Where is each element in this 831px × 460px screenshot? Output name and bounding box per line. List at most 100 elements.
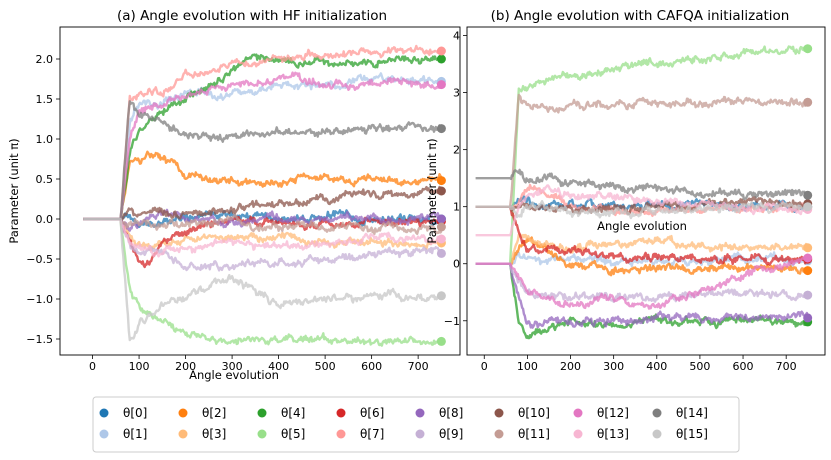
x-tick-label-a: 500 (315, 360, 336, 373)
legend-label-theta-13: θ[13] (597, 427, 629, 441)
legend-marker-theta-9 (415, 429, 425, 439)
end-marker-b-theta-2 (803, 266, 813, 276)
legend-marker-theta-13 (573, 429, 583, 439)
legend-marker-theta-8 (415, 408, 425, 418)
axes-frame-a (59, 26, 461, 356)
series-line-b-theta-9 (475, 262, 809, 303)
y-tick-label-a: −1.0 (26, 293, 53, 306)
y-tick-label-a: 0.0 (36, 213, 54, 226)
end-marker-a-theta-4 (436, 54, 446, 64)
legend-label-theta-1: θ[1] (123, 427, 147, 441)
series-line-b-theta-8 (475, 262, 809, 329)
y-axis-label-b: Parameter (unit π) (425, 138, 439, 243)
series-line-b-theta-11 (475, 93, 809, 208)
y-tick-label-a: 1.0 (36, 133, 54, 146)
series-line-b-theta-12 (475, 255, 809, 310)
end-marker-a-theta-11 (436, 222, 446, 232)
legend-label-theta-6: θ[6] (360, 406, 384, 420)
end-marker-a-theta-9 (436, 248, 446, 258)
x-tick-label-a: 0 (89, 360, 96, 373)
series-line-a-theta-12 (83, 71, 442, 221)
legend-marker-theta-6 (336, 408, 346, 418)
series-line-a-theta-10 (83, 185, 443, 221)
x-tick-label-a: 600 (361, 360, 382, 373)
legend-marker-theta-12 (573, 408, 583, 418)
y-tick-label-b: 2 (453, 144, 460, 157)
y-tick-label-a: 0.5 (36, 173, 54, 186)
legend-label-theta-3: θ[3] (202, 427, 226, 441)
y-tick-label-b: 4 (453, 30, 460, 43)
legend-label-theta-10: θ[10] (518, 406, 550, 420)
series-line-b-theta-2 (475, 236, 809, 277)
end-marker-b-theta-12 (803, 253, 813, 263)
legend-label-theta-0: θ[0] (123, 406, 147, 420)
legend-marker-theta-4 (257, 408, 267, 418)
x-axis-label-a: Angle evolution (189, 368, 279, 382)
end-marker-b-theta-15 (803, 202, 813, 212)
y-tick-label-a: −1.5 (26, 333, 53, 346)
end-marker-b-theta-11 (803, 97, 813, 107)
legend-label-theta-7: θ[7] (360, 427, 384, 441)
legend-marker-theta-11 (494, 429, 504, 439)
axis-ticks-b: 0 100 200 300 400 500 600 700 −1 0 1 2 3 4 (444, 30, 797, 373)
x-tick-label-a: 700 (408, 360, 429, 373)
legend-label-theta-8: θ[8] (439, 406, 463, 420)
panel-cafqa-initialization: (b) Angle evolution with CAFQA initializ… (425, 8, 826, 373)
x-tick-label-a: 200 (175, 360, 196, 373)
legend-label-theta-15: θ[15] (676, 427, 708, 441)
end-marker-a-theta-5 (436, 336, 446, 346)
series-line-a-theta-7 (83, 44, 443, 221)
legend-marker-theta-7 (336, 429, 346, 439)
end-marker-b-theta-5 (803, 44, 813, 54)
x-tick-label-a: 300 (222, 360, 243, 373)
end-marker-a-theta-2 (436, 176, 446, 186)
series-lines-a (83, 44, 446, 347)
y-tick-label-b: 3 (453, 87, 460, 100)
chart-title-a: (a) Angle evolution with HF initializati… (117, 8, 387, 24)
legend-label-theta-2: θ[2] (202, 406, 226, 420)
series-line-b-theta-5 (475, 45, 809, 265)
y-axis-label-a: Parameter (unit π) (7, 138, 21, 243)
legend-label-theta-4: θ[4] (281, 406, 305, 420)
end-marker-a-theta-15 (436, 291, 446, 301)
x-tick-label-a: 400 (268, 360, 289, 373)
end-marker-a-theta-7 (436, 46, 446, 56)
end-marker-a-theta-12 (436, 80, 446, 90)
series-line-a-theta-4 (83, 53, 443, 221)
legend: θ[0] θ[1] θ[2] θ[3] θ[4] θ[5] θ[6] θ[7] θ[8] θ[9]… (92, 396, 740, 453)
x-tick-label-b: 200 (560, 360, 581, 373)
legend-label-theta-12: θ[12] (597, 406, 629, 420)
series-line-a-theta-15 (83, 217, 443, 342)
panel-hf-initialization: (a) Angle evolution with HF initializati… (7, 8, 461, 382)
end-marker-a-theta-8 (436, 214, 446, 224)
y-tick-label-a: 1.5 (36, 93, 54, 106)
legend-box (92, 396, 740, 453)
series-line-a-theta-2 (83, 150, 443, 221)
x-tick-label-b: 700 (776, 360, 797, 373)
legend-marker-theta-2 (178, 408, 188, 418)
series-line-a-theta-14 (83, 100, 443, 221)
legend-label-theta-5: θ[5] (281, 427, 305, 441)
x-tick-label-b: 0 (481, 360, 488, 373)
x-tick-label-b: 600 (733, 360, 754, 373)
y-tick-label-b: 0 (453, 258, 460, 271)
x-tick-label-a: 100 (129, 360, 150, 373)
series-line-a-theta-9 (83, 217, 443, 272)
legend-marker-theta-0 (99, 408, 109, 418)
legend-marker-theta-1 (99, 429, 109, 439)
series-lines-b (475, 44, 813, 340)
legend-label-theta-11: θ[11] (518, 427, 550, 441)
y-tick-label-a: −0.5 (26, 253, 53, 266)
axes-frame-b (466, 26, 826, 356)
end-marker-b-theta-9 (803, 290, 813, 300)
end-marker-b-theta-14 (803, 190, 813, 200)
y-tick-label-b: 1 (453, 201, 460, 214)
legend-marker-theta-3 (178, 429, 188, 439)
chart-title-b: (b) Angle evolution with CAFQA initializ… (491, 8, 790, 24)
legend-marker-theta-15 (652, 429, 662, 439)
legend-label-theta-9: θ[9] (439, 427, 463, 441)
legend-label-theta-14: θ[14] (676, 406, 708, 420)
series-line-a-theta-3 (83, 217, 443, 252)
y-tick-label-a: 2.0 (36, 53, 54, 66)
